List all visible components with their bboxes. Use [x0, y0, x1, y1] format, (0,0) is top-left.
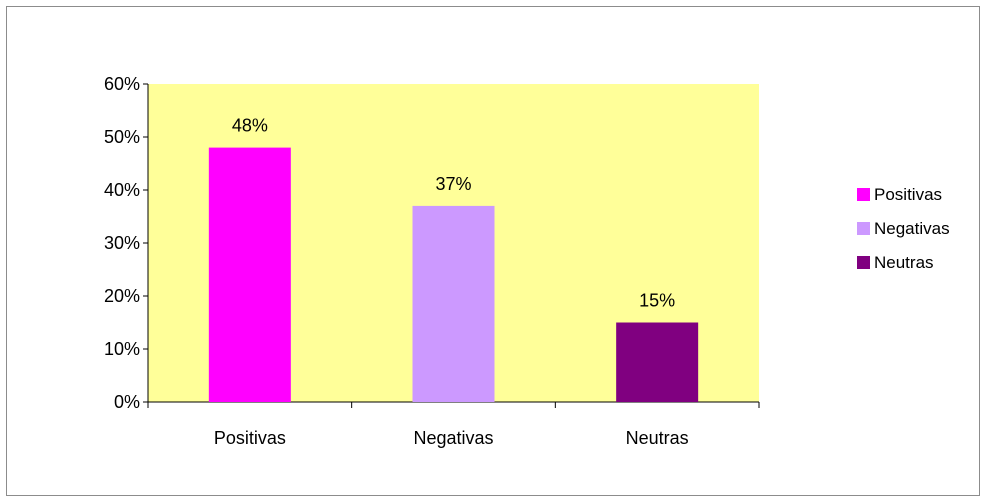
- legend: Positivas Negativas Neutras: [857, 184, 950, 286]
- legend-item-negativas: Negativas: [857, 218, 950, 239]
- data-label-negativas: 37%: [435, 174, 471, 194]
- y-tick-label: 10%: [104, 339, 140, 359]
- y-tick-label: 20%: [104, 286, 140, 306]
- legend-label-positivas: Positivas: [874, 184, 943, 204]
- bar-positivas: [208, 147, 291, 402]
- legend-label-negativas: Negativas: [874, 218, 950, 238]
- legend-swatch-positivas: [857, 188, 870, 201]
- bar-negativas: [412, 205, 495, 402]
- x-tick-label-negativas: Negativas: [413, 428, 493, 448]
- y-tick-label: 40%: [104, 180, 140, 200]
- bar-neutras: [616, 322, 699, 402]
- y-tick-label: 60%: [104, 74, 140, 94]
- y-tick-label: 0%: [114, 392, 140, 412]
- data-label-neutras: 15%: [639, 291, 675, 311]
- x-tick-label-neutras: Neutras: [626, 428, 689, 448]
- y-tick-label: 30%: [104, 233, 140, 253]
- legend-item-positivas: Positivas: [857, 184, 950, 205]
- legend-label-neutras: Neutras: [874, 252, 934, 272]
- y-tick-label: 50%: [104, 127, 140, 147]
- x-tick-label-positivas: Positivas: [214, 428, 286, 448]
- legend-swatch-negativas: [857, 222, 870, 235]
- data-label-positivas: 48%: [232, 116, 268, 136]
- legend-item-neutras: Neutras: [857, 252, 950, 273]
- legend-swatch-neutras: [857, 256, 870, 269]
